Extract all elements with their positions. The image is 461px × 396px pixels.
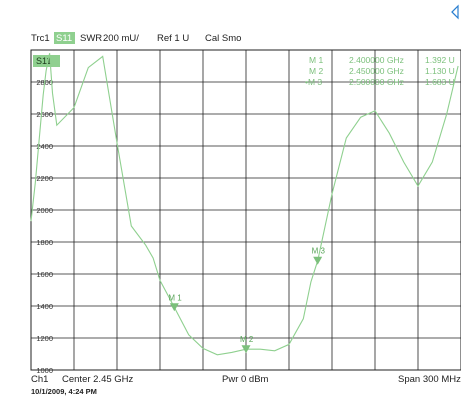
marker-1-name: M 1 xyxy=(309,55,323,65)
date-time: 10/1/2009, 4:24 PM xyxy=(31,387,97,396)
marker-1-value: 1.392 U xyxy=(425,55,455,65)
trace-header[interactable]: Trc1 S11 SWR 200 mU/ Ref 1 U Cal Smo xyxy=(31,32,241,44)
marker-3-value: 1.683 U xyxy=(425,77,455,87)
s11-trace xyxy=(31,53,458,355)
y-tick-label: 2000 xyxy=(36,206,53,215)
scale-label: 200 mU/ xyxy=(103,33,139,44)
marker-3-name: •M 3 xyxy=(305,77,322,87)
marker-label: M 2 xyxy=(240,335,254,344)
power-label: Pwr 0 dBm xyxy=(222,374,269,385)
y-tick-label: 1200 xyxy=(36,334,53,343)
span-label: Span 300 MHz xyxy=(398,374,461,385)
cal-label: Cal Smo xyxy=(205,33,241,44)
channel-footer[interactable]: Ch1 Center 2.45 GHz Pwr 0 dBm Span 300 M… xyxy=(31,374,461,385)
diamond-arrow-icon[interactable] xyxy=(452,6,458,18)
marker-label: M 3 xyxy=(312,247,326,256)
center-label: Center 2.45 GHz xyxy=(62,374,134,385)
ref-label: Ref 1 U xyxy=(157,33,189,44)
marker-triangle[interactable] xyxy=(170,303,179,311)
y-tick-label: 1600 xyxy=(36,270,53,279)
plot-grid xyxy=(31,50,461,370)
marker-1-freq: 2.400000 GHz xyxy=(349,55,404,65)
y-tick-label: 2600 xyxy=(36,110,53,119)
channel-label: Ch1 xyxy=(31,374,48,385)
marker-2-freq: 2.450000 GHz xyxy=(349,66,404,76)
y-tick-label: 1800 xyxy=(36,238,53,247)
format-label: SWR xyxy=(80,33,102,44)
marker-2-value: 1.130 U xyxy=(425,66,455,76)
y-tick-label: 2200 xyxy=(36,174,53,183)
marker-3-freq: 2.500000 GHz xyxy=(349,77,404,87)
marker-2-name: M 2 xyxy=(309,66,323,76)
y-tick-label: 1400 xyxy=(36,302,53,311)
trace-name: Trc1 xyxy=(31,33,50,44)
marker-label: M 1 xyxy=(168,293,182,302)
marker-triangle[interactable] xyxy=(313,257,322,265)
param-tag: S11 xyxy=(56,33,72,44)
